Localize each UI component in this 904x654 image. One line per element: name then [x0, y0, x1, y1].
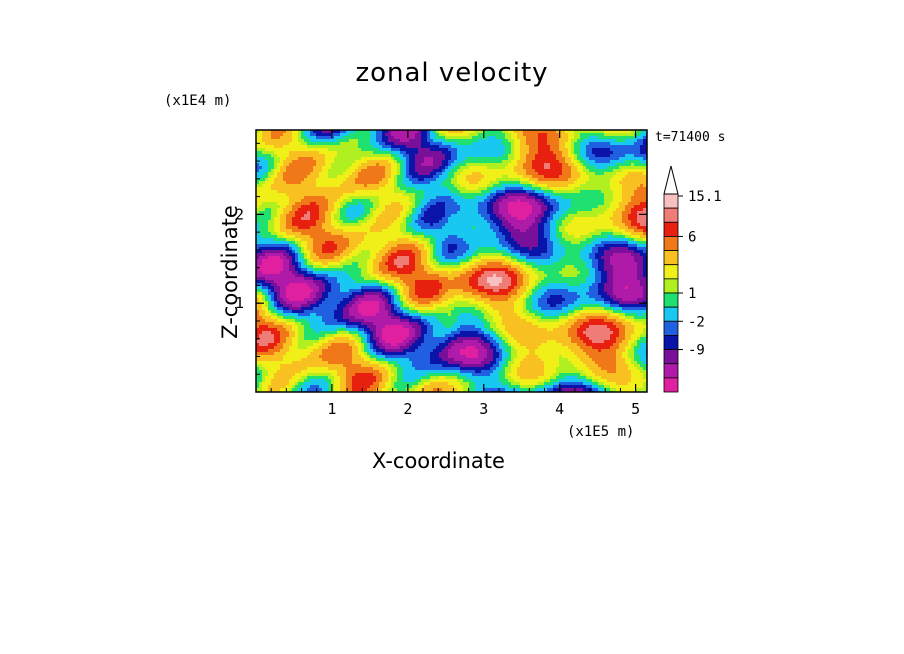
x-axis-unit: (x1E5 m): [567, 424, 635, 440]
colorbar-arrow: [663, 165, 679, 195]
colorbar-segment: [663, 306, 679, 322]
x-tick-label: 3: [479, 400, 488, 418]
y-tick-label: 1: [235, 294, 244, 312]
colorbar-segment: [663, 264, 679, 280]
colorbar-segment: [663, 221, 679, 237]
velocity-field: [256, 130, 647, 392]
y-axis-unit: (x1E4 m): [164, 93, 232, 109]
colorbar-segment: [663, 349, 679, 365]
x-tick-label: 2: [403, 400, 412, 418]
colorbar-segment: [663, 335, 679, 350]
x-axis-label: X-coordinate: [372, 449, 505, 473]
colorbar-label: -2: [688, 314, 705, 330]
chart-title: zonal velocity: [355, 58, 549, 88]
x-tick-label: 4: [555, 400, 564, 418]
colorbar-label: -9: [688, 343, 705, 359]
colorbar-segment: [663, 250, 679, 266]
colorbar-segment: [663, 207, 679, 223]
axes: 1 2 3 4 5 1 2: [235, 130, 647, 418]
colorbar-segment: [663, 320, 679, 336]
time-label: t=71400 s: [655, 130, 726, 145]
plot-frame: [255, 129, 648, 393]
y-tick-label: 2: [235, 205, 244, 223]
colorbar-segment: [663, 193, 679, 209]
x-tick-label: 1: [327, 400, 336, 418]
colorbar: 15.1 6 1 -2 -9: [663, 165, 722, 393]
colorbar-segment: [663, 292, 679, 308]
colorbar-label: 1: [688, 286, 696, 302]
colorbar-label: 6: [688, 229, 696, 245]
x-tick-label: 5: [631, 400, 640, 418]
colorbar-segment: [663, 363, 679, 379]
colorbar-label: 15.1: [688, 189, 722, 205]
colorbar-segment: [663, 377, 679, 393]
colorbar-segment: [663, 278, 679, 294]
colorbar-segment: [663, 236, 679, 251]
